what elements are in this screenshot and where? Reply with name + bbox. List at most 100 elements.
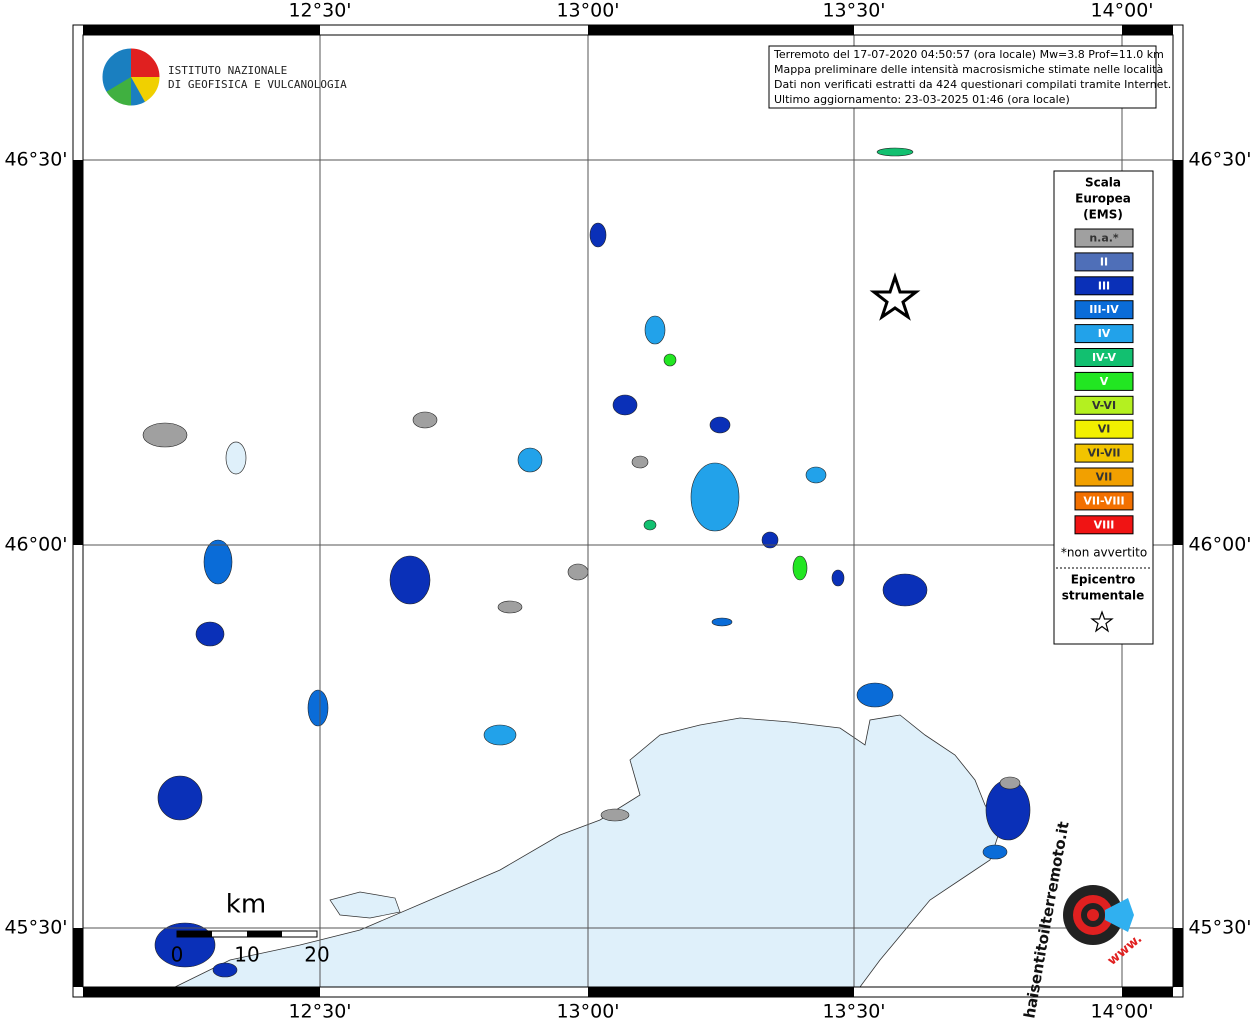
info-line: Ultimo aggiornamento: 23-03-2025 01:46 (… — [774, 93, 1070, 106]
legend-swatch — [1074, 491, 1134, 511]
lon-label: 12°30' — [288, 1001, 351, 1023]
scale-label: 0 — [171, 943, 184, 967]
legend-swatch — [1074, 252, 1134, 272]
legend-label: V — [1100, 375, 1109, 388]
locality-area — [631, 455, 649, 469]
legend: Scala Europea (EMS) *non avvertito Epice… — [1053, 170, 1154, 645]
band — [588, 987, 854, 997]
legend-star — [1090, 610, 1114, 633]
lat-label: 46°30' — [4, 149, 67, 171]
locality-area — [805, 466, 827, 484]
lagoon — [329, 891, 401, 919]
scale-label: 10 — [234, 943, 259, 967]
locality-area — [517, 447, 543, 473]
legend-label: VI-VII — [1087, 447, 1120, 460]
epicenter-star — [869, 272, 921, 321]
legend-label: IV — [1098, 327, 1111, 340]
locality-area — [195, 621, 225, 647]
legend-note: *non avvertito — [1061, 546, 1147, 560]
lon-label: 12°30' — [288, 0, 351, 22]
lat-label: 46°00' — [4, 534, 67, 556]
logo-text: DI GEOFISICA E VULCANOLOGIA — [168, 78, 347, 91]
legend-swatch — [1074, 300, 1134, 320]
frame-bands — [72, 24, 1184, 998]
frame-inner — [82, 34, 1174, 988]
locality-area — [307, 689, 329, 727]
legend-title: Scala — [1085, 176, 1121, 190]
lat-label: 46°30' — [1188, 149, 1251, 171]
scale-unit: km — [226, 890, 266, 920]
localities — [142, 147, 1031, 978]
legend-title: Europea — [1075, 192, 1131, 206]
locality-area — [690, 462, 740, 532]
legend-swatch — [1074, 443, 1134, 463]
legend-label: III-IV — [1089, 303, 1119, 316]
band — [1173, 928, 1183, 987]
band — [83, 987, 320, 997]
band — [83, 25, 320, 35]
locality-area — [831, 569, 845, 587]
locality-area — [644, 315, 666, 345]
locality-area — [212, 962, 238, 978]
frame-border — [72, 24, 1184, 998]
info-frame — [768, 45, 1157, 109]
band — [1173, 160, 1183, 545]
legend-label: VII — [1096, 471, 1113, 484]
legend-swatch — [1074, 324, 1134, 344]
band — [588, 25, 854, 35]
locality-area — [142, 422, 188, 448]
lat-label: 45°30' — [1188, 917, 1251, 939]
locality-area — [483, 724, 517, 746]
locality-area — [154, 922, 216, 968]
legend-label: II — [1100, 255, 1108, 268]
lake — [225, 441, 247, 475]
band — [73, 160, 83, 545]
locality-area — [663, 353, 677, 367]
logo-ring — [101, 47, 161, 107]
graticule-labels: 12°30' 13°00' 13°30' 14°00' 12°30' 13°00… — [4, 0, 1251, 1023]
locality-area — [999, 776, 1021, 790]
locality-area — [497, 600, 523, 614]
locality-area — [643, 519, 657, 531]
locality-area — [876, 147, 914, 157]
legend-swatch — [1074, 276, 1134, 296]
watermark-speaker — [1105, 898, 1134, 932]
scale-segment — [177, 931, 212, 937]
watermark-ring — [1087, 909, 1099, 921]
legend-swatch — [1074, 419, 1134, 439]
legend-label: VII-VIII — [1083, 494, 1124, 507]
info-line: Mappa preliminare delle intensità macros… — [774, 63, 1163, 76]
lat-label: 46°00' — [1188, 534, 1251, 556]
locality-area — [612, 394, 638, 416]
scale-segment — [247, 931, 282, 937]
logo-sector — [131, 48, 160, 77]
graticule — [83, 35, 1173, 987]
legend-swatch — [1074, 395, 1134, 415]
lon-label: 13°30' — [822, 1001, 885, 1023]
legend-swatch — [1074, 348, 1134, 367]
band — [73, 928, 83, 987]
legend-swatch — [1074, 515, 1134, 535]
legend-swatch — [1074, 228, 1134, 248]
lon-label: 14°00' — [1090, 1001, 1153, 1023]
info-line: Dati non verificati estratti da 424 ques… — [774, 78, 1171, 91]
locality-area — [600, 808, 630, 822]
legend-epicenter: strumentale — [1062, 589, 1145, 603]
locality-area — [567, 563, 589, 581]
scale-label: 20 — [304, 943, 329, 967]
scale-bar: km 0 10 20 — [171, 890, 330, 967]
locality-area — [412, 411, 438, 429]
locality-area — [856, 682, 894, 708]
lon-label: 13°30' — [822, 0, 885, 22]
lon-label: 13°00' — [556, 0, 619, 22]
band — [1122, 25, 1173, 35]
legend-label: III — [1098, 279, 1110, 292]
band — [1122, 987, 1173, 997]
info-box: Terremoto del 17-07-2020 04:50:57 (ora l… — [768, 45, 1171, 109]
legend-epicenter: Epicentro — [1071, 573, 1136, 587]
logo-text: ISTITUTO NAZIONALE — [168, 64, 287, 77]
legend-label: V-VI — [1092, 399, 1116, 412]
info-line: Terremoto del 17-07-2020 04:50:57 (ora l… — [773, 48, 1164, 61]
legend-label: VIII — [1094, 518, 1115, 531]
